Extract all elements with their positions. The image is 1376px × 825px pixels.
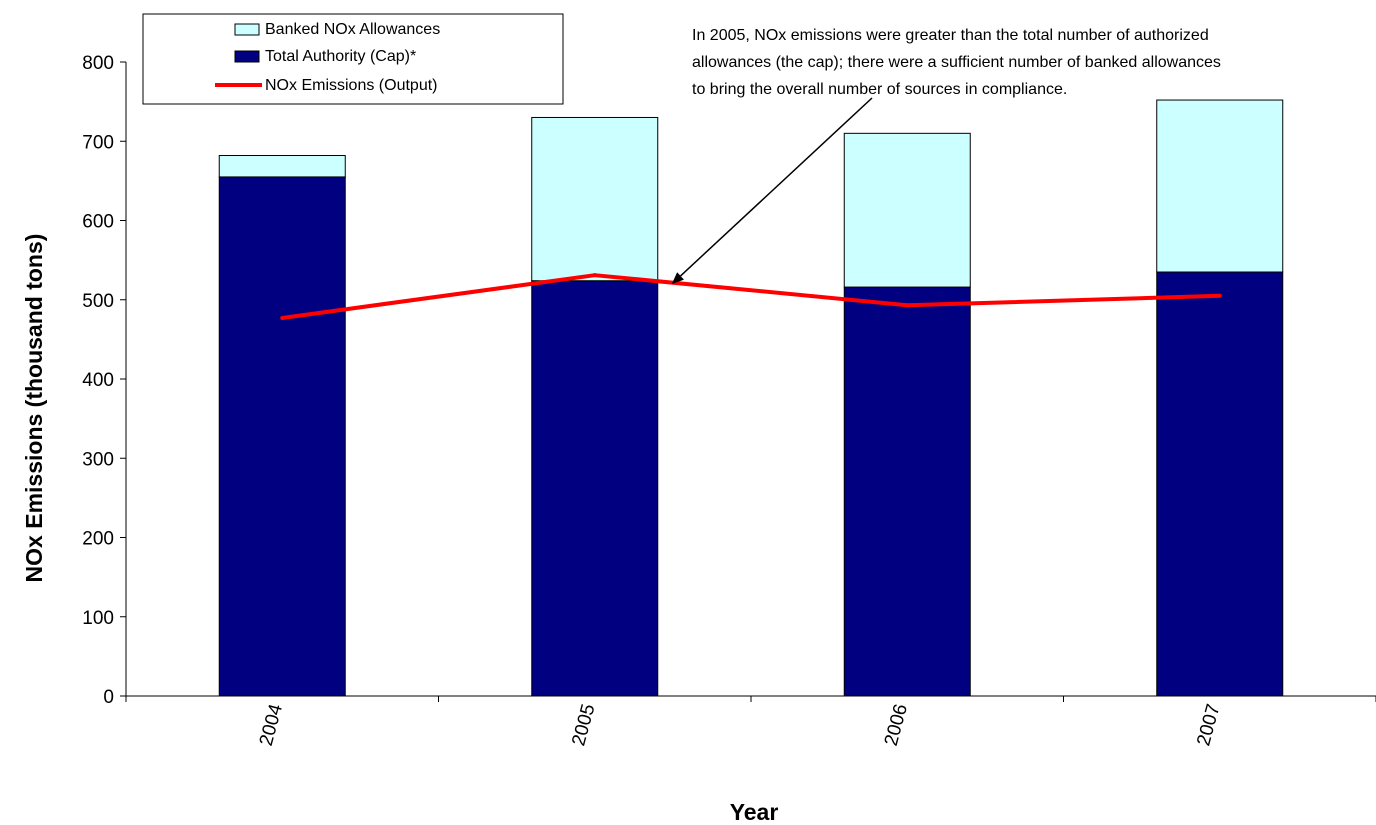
bar-banked-2007 (1157, 100, 1283, 272)
x-tick-label-2007: 2007 (1193, 702, 1224, 748)
y-tick-label-200: 200 (82, 529, 114, 550)
legend-label-cap: Total Authority (Cap)* (265, 48, 416, 65)
y-tick-label-800: 800 (82, 53, 114, 74)
bar-cap-2004 (219, 177, 345, 696)
y-tick-label-600: 600 (82, 212, 114, 233)
y-tick-label-700: 700 (82, 132, 114, 153)
legend-swatch-cap (235, 51, 259, 62)
legend-swatch-banked (235, 24, 259, 35)
emissions-point-2006 (905, 303, 909, 307)
y-tick-label-100: 100 (82, 608, 114, 629)
bar-banked-2004 (219, 156, 345, 177)
annotation-line-1: In 2005, NOx emissions were greater than… (692, 27, 1209, 44)
y-tick-label-400: 400 (82, 370, 114, 391)
x-tick-labels: 2004 2005 2006 2007 (126, 696, 1376, 748)
bar-cap-2006 (844, 287, 970, 696)
bar-cap-2007 (1157, 272, 1283, 696)
annotation-line-3: to bring the overall number of sources i… (692, 81, 1067, 98)
x-tick-label-2006: 2006 (881, 702, 912, 748)
x-tick-label-2004: 2004 (256, 701, 287, 748)
y-tick-label-500: 500 (82, 291, 114, 312)
legend-label-banked: Banked NOx Allowances (265, 21, 440, 38)
bar-banked-2006 (844, 133, 970, 287)
legend-label-emissions: NOx Emissions (Output) (265, 77, 437, 94)
annotation-arrow (681, 98, 872, 276)
annotation-line-2: allowances (the cap); there were a suffi… (692, 54, 1221, 71)
legend: Banked NOx Allowances Total Authority (C… (143, 14, 563, 104)
x-tick-label-2005: 2005 (568, 702, 599, 748)
emissions-point-2004 (280, 316, 284, 320)
emissions-point-2007 (1218, 294, 1222, 298)
y-axis-title: NOx Emissions (thousand tons) (21, 234, 47, 583)
y-tick-labels: 0 100 200 300 400 500 600 700 800 (82, 53, 126, 708)
emissions-point-2005 (593, 273, 597, 277)
y-tick-label-300: 300 (82, 449, 114, 470)
banked-bars (219, 100, 1283, 287)
bar-cap-2005 (532, 281, 658, 696)
x-axis-title: Year (730, 799, 779, 825)
emissions-line-layer (280, 273, 1222, 320)
bar-banked-2005 (532, 117, 658, 280)
cap-bars (219, 177, 1283, 696)
emissions-line (282, 275, 1220, 318)
y-tick-label-0: 0 (103, 687, 114, 708)
